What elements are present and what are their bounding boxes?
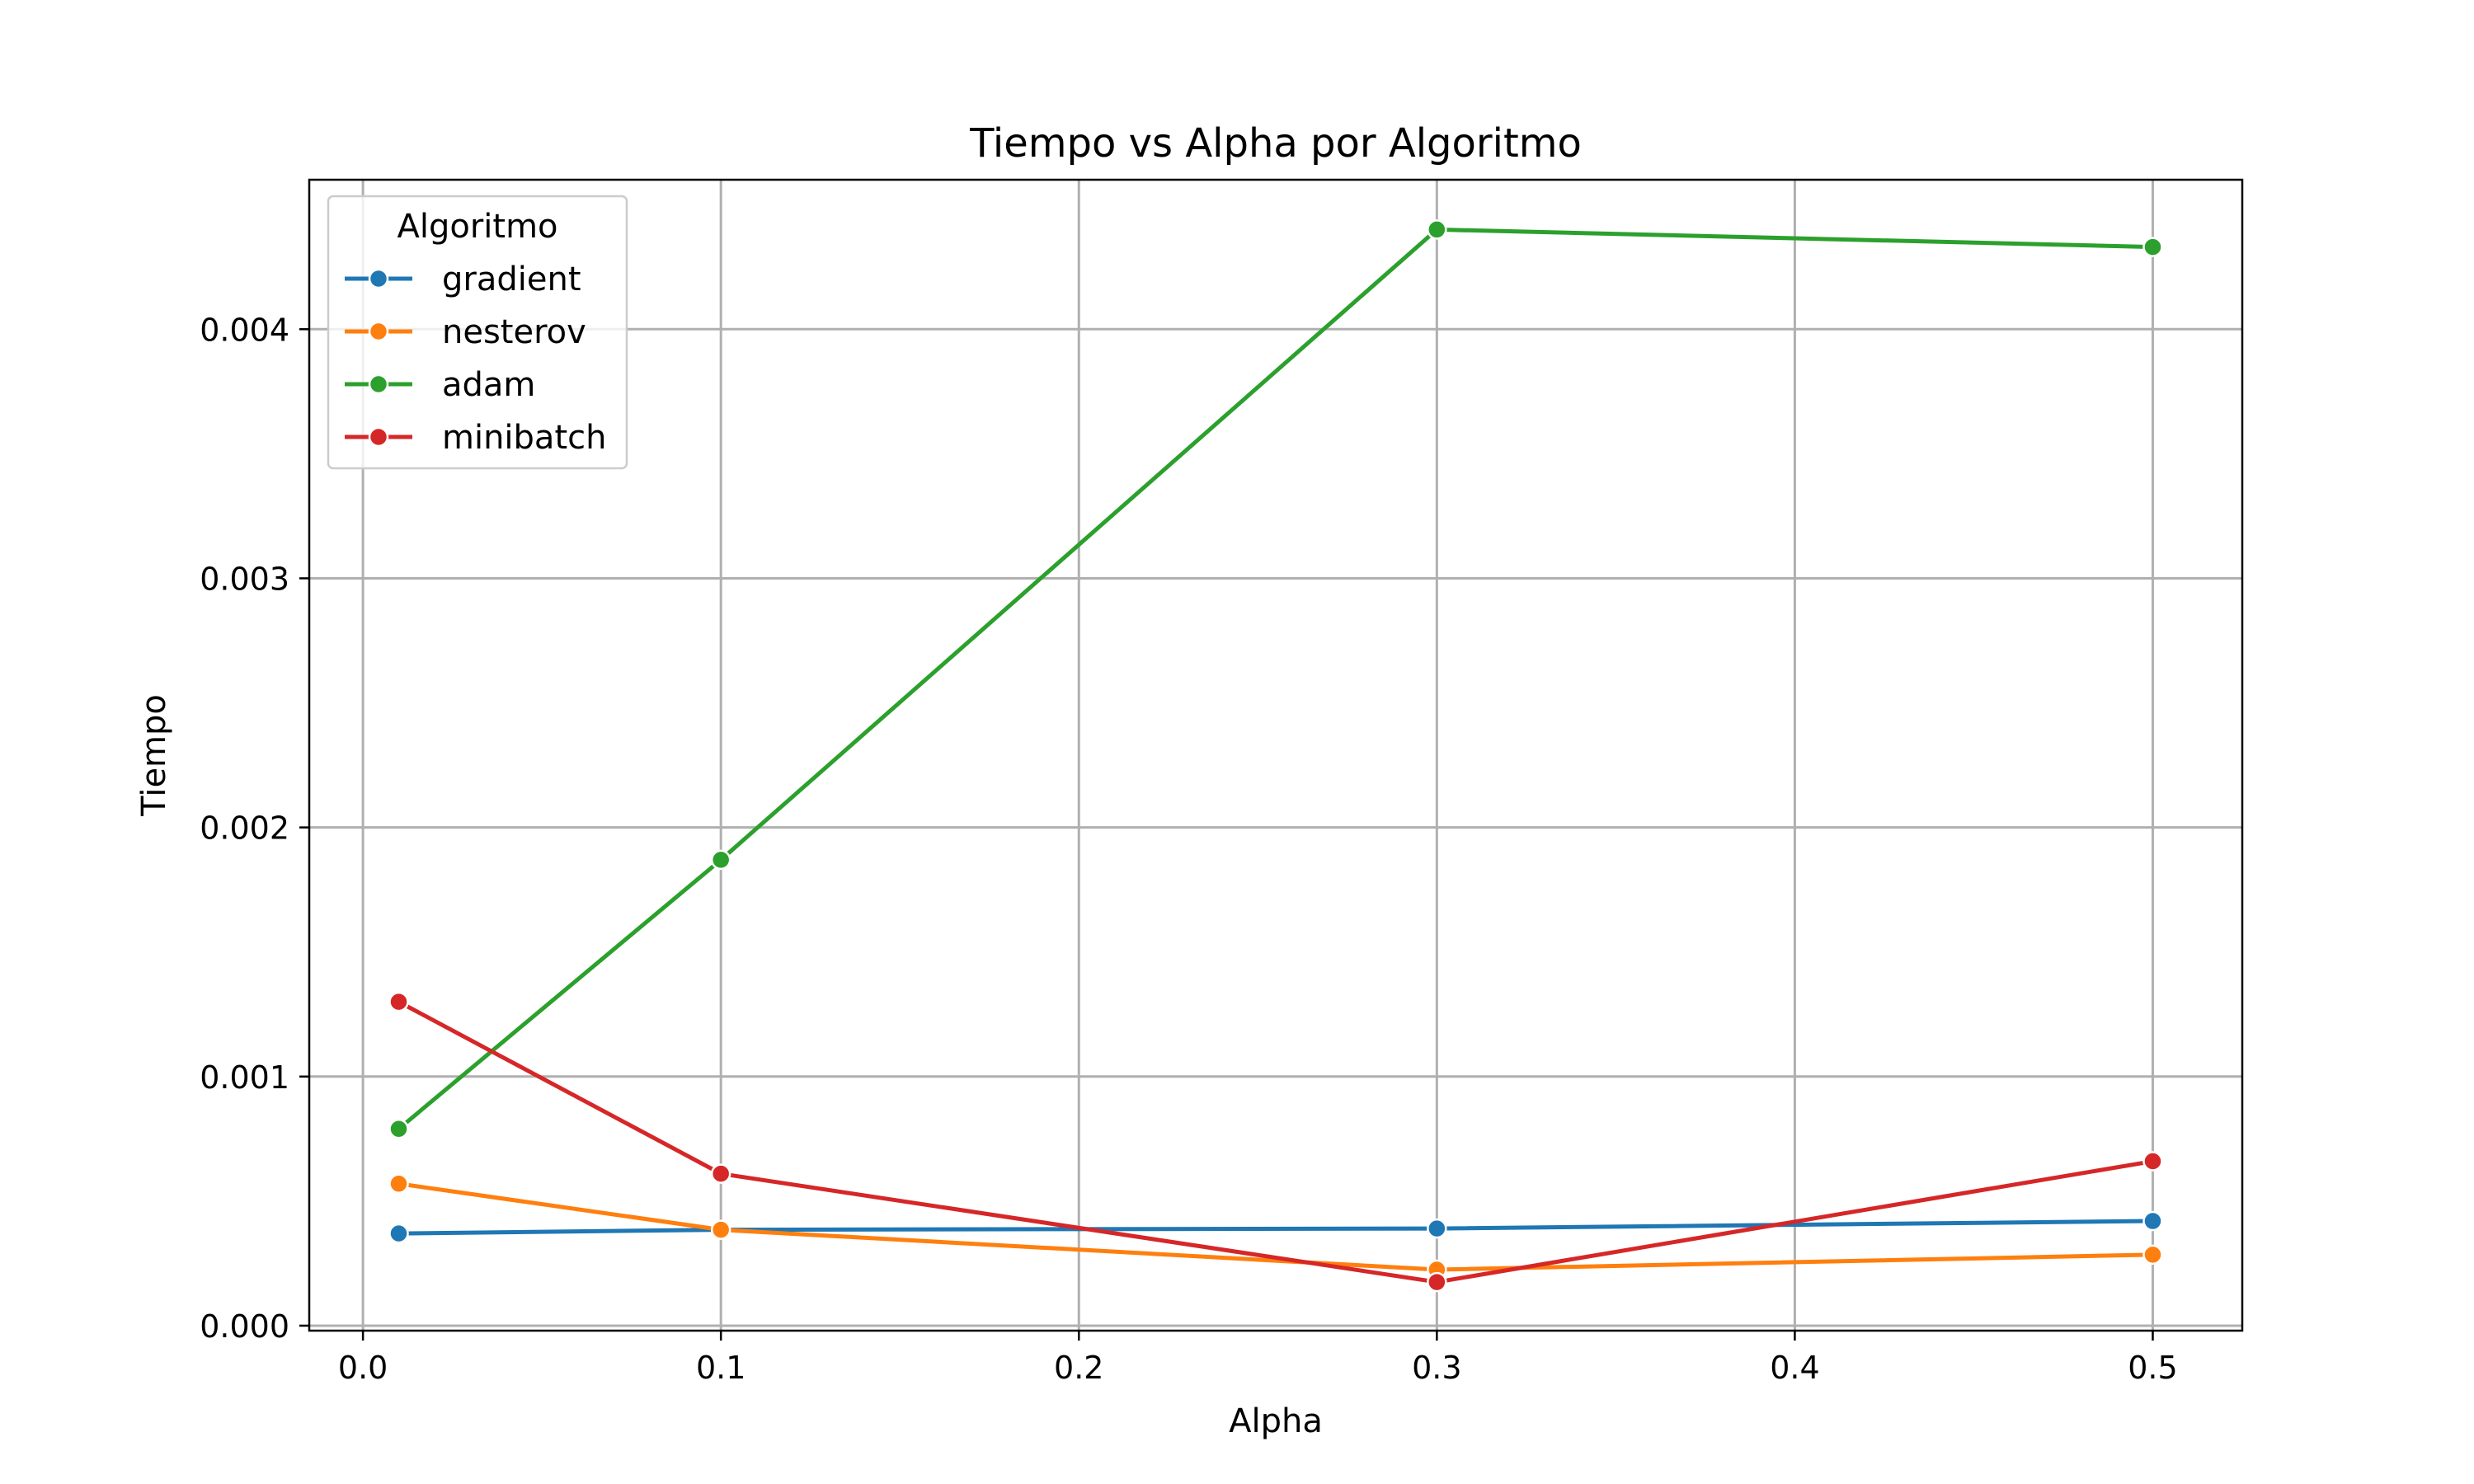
data-point-nesterov — [710, 1219, 731, 1240]
series-nesterov — [388, 1173, 2163, 1280]
series-adam — [388, 219, 2163, 1139]
legend-item-adam: adam — [345, 366, 535, 404]
data-point-minibatch — [2142, 1151, 2163, 1172]
x-tick-label: 0.1 — [696, 1350, 745, 1386]
legend-label: adam — [442, 366, 535, 404]
grid — [309, 180, 2242, 1331]
x-tick-label: 0.2 — [1054, 1350, 1103, 1386]
x-tick-label: 0.5 — [2128, 1350, 2177, 1386]
data-point-nesterov — [2142, 1244, 2163, 1266]
axis-ticks: 0.0 0.1 0.2 0.3 0.4 0.5 0.000 0.001 0.002 0.003 0.… — [200, 312, 2177, 1386]
series-line-minibatch — [397, 999, 2155, 1284]
x-axis-label: Alpha — [1229, 1402, 1323, 1440]
data-point-adam — [1427, 219, 1447, 240]
series-line-nesterov — [397, 1181, 2155, 1272]
plot-frame — [308, 178, 2244, 1332]
legend: Algoritmo gradient nesterov adam minibatch — [327, 195, 628, 470]
legend-title: Algoritmo — [397, 208, 557, 246]
legend-swatch-marker — [368, 373, 389, 395]
series-lines — [388, 219, 2163, 1293]
y-tick-label: 0.004 — [200, 312, 289, 348]
data-point-minibatch — [710, 1163, 731, 1184]
legend-label: gradient — [442, 261, 581, 298]
legend-swatch-marker — [368, 268, 389, 289]
y-tick-label: 0.003 — [200, 561, 289, 597]
data-point-adam — [388, 1118, 409, 1139]
data-point-minibatch — [388, 991, 409, 1012]
data-point-gradient — [1427, 1218, 1447, 1239]
legend-item-gradient: gradient — [345, 261, 581, 298]
chart-title: Tiempo vs Alpha por Algoritmo — [969, 120, 1582, 167]
legend-item-nesterov: nesterov — [345, 313, 586, 351]
legend-item-minibatch: minibatch — [345, 419, 606, 457]
series-gradient — [388, 1210, 2163, 1244]
x-tick-label: 0.0 — [338, 1350, 388, 1386]
y-tick-label: 0.000 — [200, 1308, 289, 1345]
data-point-nesterov — [388, 1173, 409, 1194]
data-point-adam — [2142, 237, 2163, 257]
series-minibatch — [388, 991, 2163, 1293]
data-point-gradient — [388, 1223, 409, 1244]
data-point-gradient — [2142, 1210, 2163, 1232]
legend-swatch-marker — [368, 426, 389, 448]
legend-label: minibatch — [442, 419, 606, 457]
data-point-adam — [710, 849, 731, 871]
data-point-minibatch — [1427, 1271, 1447, 1293]
legend-label: nesterov — [442, 313, 586, 351]
y-tick-label: 0.001 — [200, 1059, 289, 1096]
x-tick-label: 0.4 — [1770, 1350, 1819, 1386]
y-tick-label: 0.002 — [200, 810, 289, 847]
y-axis-label: Tiempo — [135, 694, 173, 817]
legend-box — [327, 195, 628, 470]
x-tick-label: 0.3 — [1412, 1350, 1461, 1386]
series-line-adam — [397, 227, 2155, 1131]
legend-swatch-marker — [368, 321, 389, 342]
